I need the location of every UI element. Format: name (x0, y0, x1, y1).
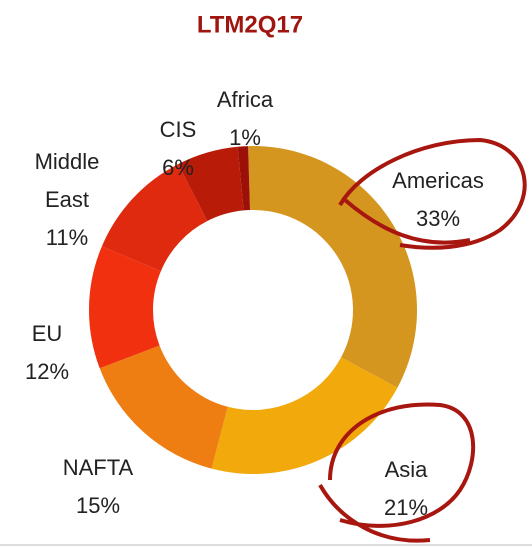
label-line: EU (32, 321, 63, 346)
category-label: Middle East (35, 149, 100, 212)
value-label: 21% (384, 495, 428, 520)
label-line: Americas (392, 168, 484, 193)
category-label: EU (32, 321, 63, 346)
label-line: Asia (385, 457, 429, 482)
value-label: 6% (162, 155, 194, 180)
donut-segment (237, 146, 251, 211)
label-line: Middle (35, 149, 100, 174)
donut-segment (88, 246, 161, 369)
donut-segment (101, 164, 208, 272)
category-label: NAFTA (63, 455, 134, 480)
value-label: 11% (46, 225, 88, 250)
label-line: CIS (160, 117, 197, 142)
category-label: Asia (385, 457, 429, 482)
donut-segment (178, 146, 244, 222)
swirl (338, 137, 527, 250)
donut-segment (211, 357, 398, 474)
label-line: Africa (217, 87, 274, 112)
value-label: 33% (416, 206, 460, 231)
value-label: 12% (25, 359, 69, 384)
value-label: 1% (229, 125, 261, 150)
category-label: Africa (217, 87, 274, 112)
donut (88, 146, 417, 474)
category-label: CIS (160, 117, 197, 142)
label-line: East (45, 187, 89, 212)
category-label: Americas (392, 168, 484, 193)
chart-title: LTM2Q17 (197, 11, 303, 38)
label-line: NAFTA (63, 455, 134, 480)
donut-segment (248, 146, 417, 388)
value-label: 15% (76, 493, 120, 518)
swirl (318, 402, 476, 543)
donut-segment (99, 345, 228, 469)
